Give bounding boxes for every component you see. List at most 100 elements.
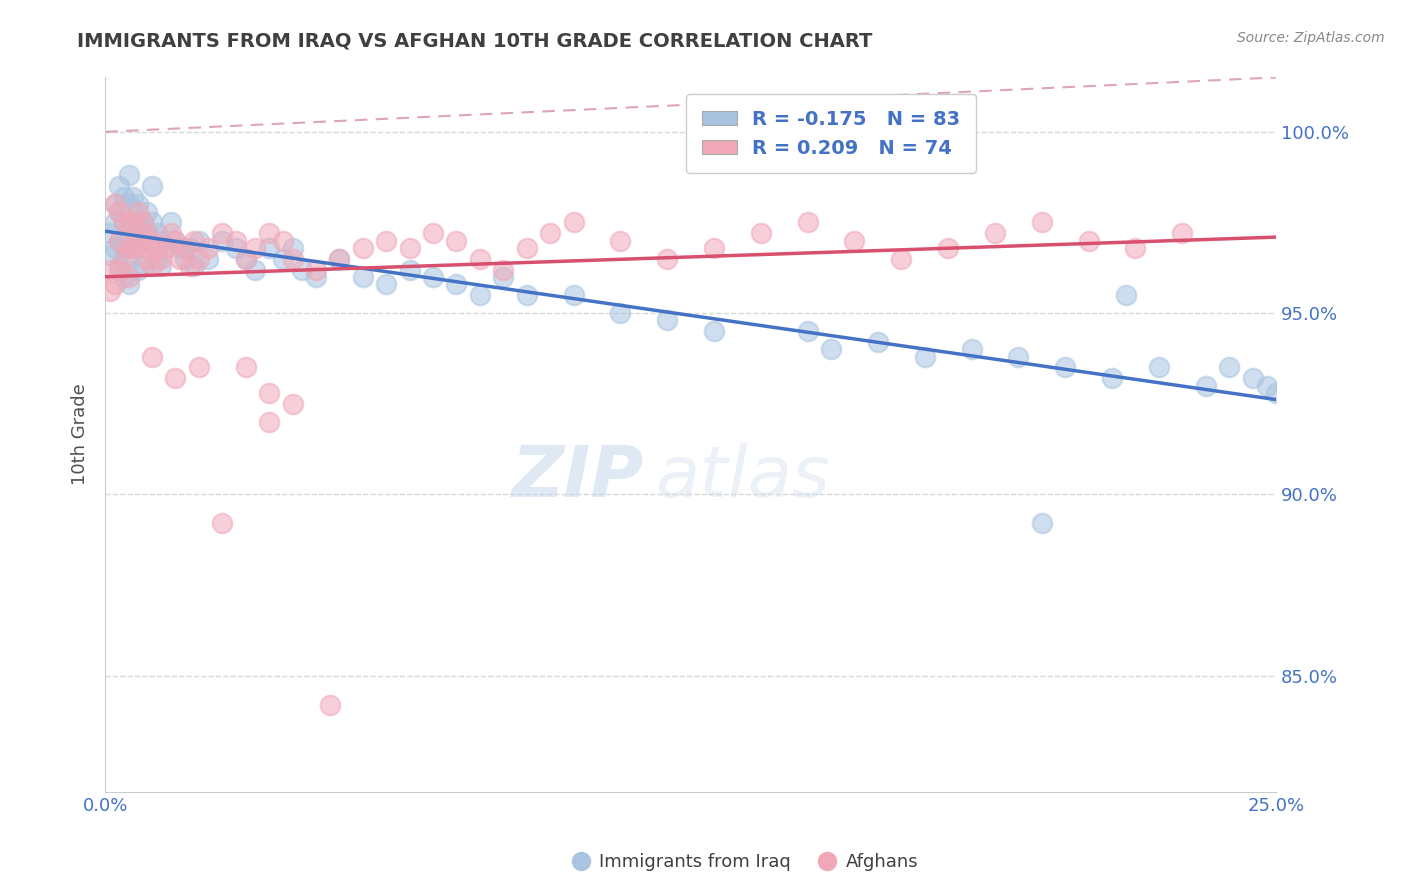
Point [127,241,149,255]
Point [291,262,314,277]
Point [131,241,153,255]
Point [914,350,936,364]
Point [187,360,209,375]
Point [398,241,420,255]
Point [281,241,304,255]
Point [375,234,398,248]
Point [352,269,374,284]
Point [187,252,209,266]
Point [319,698,342,712]
Point [271,234,294,248]
Point [890,252,912,266]
Point [183,234,205,248]
Point [235,360,257,375]
Point [703,241,725,255]
Point [1171,227,1194,241]
Point [108,259,131,273]
Point [820,343,842,357]
Point [136,252,159,266]
Point [112,269,135,284]
Point [960,343,983,357]
Point [131,259,153,273]
Point [117,277,139,292]
Point [243,262,266,277]
Point [211,516,233,531]
Point [468,252,491,266]
Point [127,262,149,277]
Point [1031,516,1053,531]
Point [1077,234,1099,248]
Point [468,288,491,302]
Point [117,169,139,183]
Text: ZIP: ZIP [512,443,644,512]
Point [108,179,131,194]
Point [492,262,515,277]
Point [844,234,866,248]
Point [179,241,201,255]
Point [1054,360,1077,375]
Point [127,197,149,211]
Point [984,227,1007,241]
Point [609,234,631,248]
Point [235,252,257,266]
Point [492,269,515,284]
Point [936,241,959,255]
Point [225,241,247,255]
Point [657,252,679,266]
Point [145,241,167,255]
Point [169,252,191,266]
Point [243,241,266,255]
Point [173,241,195,255]
Point [136,227,159,241]
Point [1115,288,1137,302]
Point [122,241,145,255]
Point [150,234,173,248]
Point [281,397,304,411]
Text: IMMIGRANTS FROM IRAQ VS AFGHAN 10TH GRADE CORRELATION CHART: IMMIGRANTS FROM IRAQ VS AFGHAN 10TH GRAD… [77,31,873,50]
Point [1101,371,1123,385]
Point [169,241,191,255]
Point [117,252,139,266]
Point [328,252,350,266]
Point [122,215,145,229]
Point [197,241,219,255]
Point [136,227,159,241]
Point [150,259,173,273]
Point [127,234,149,248]
Point [257,415,280,429]
Point [562,215,585,229]
Text: atlas: atlas [655,443,830,512]
Point [112,241,135,255]
Point [187,234,209,248]
Point [112,252,135,266]
Point [98,285,121,299]
Point [122,215,145,229]
Point [422,269,444,284]
Legend: Immigrants from Iraq, Afghans: Immigrants from Iraq, Afghans [565,847,925,879]
Point [117,215,139,229]
Point [165,371,187,385]
Y-axis label: 10th Grade: 10th Grade [72,384,89,485]
Point [446,277,468,292]
Point [1195,378,1218,392]
Point [117,241,139,255]
Point [141,350,163,364]
Point [211,227,233,241]
Point [538,227,561,241]
Point [305,269,328,284]
Point [257,385,280,400]
Point [165,234,187,248]
Text: Source: ZipAtlas.com: Source: ZipAtlas.com [1237,31,1385,45]
Point [131,234,153,248]
Point [127,215,149,229]
Point [235,252,257,266]
Point [145,227,167,241]
Point [131,215,153,229]
Point [657,313,679,327]
Point [516,241,538,255]
Point [1125,241,1147,255]
Point [108,262,131,277]
Point [1031,215,1053,229]
Point [117,269,139,284]
Point [516,288,538,302]
